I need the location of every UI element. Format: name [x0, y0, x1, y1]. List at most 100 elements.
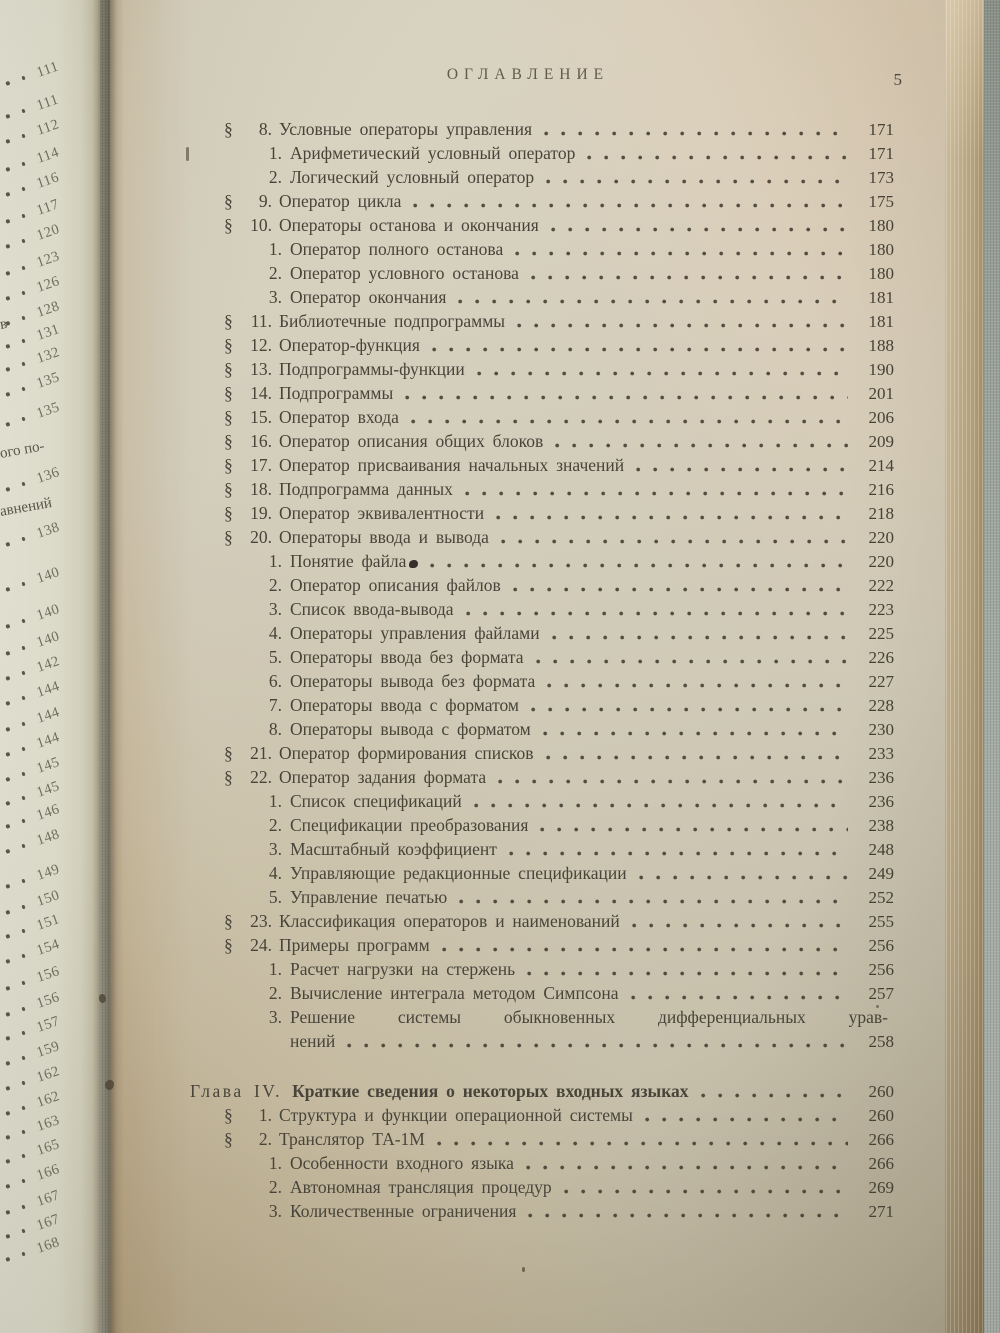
toc-list: § 8. Условные операторы управления 171 1. Ари… — [150, 117, 906, 1223]
entry-page: 256 — [868, 960, 895, 979]
entry-page: 225 — [868, 624, 895, 643]
dot-leader — [517, 323, 848, 328]
entry-label: Оператор эквивалентности — [279, 503, 485, 523]
section-marker: § — [224, 431, 233, 451]
entry-page: 188 — [868, 336, 895, 355]
entry-label: Операторы останова и окончания — [279, 215, 539, 235]
leader-dot — [21, 108, 26, 114]
leader-dot — [5, 1234, 10, 1239]
toc-header: ОГЛАВЛЕНИЕ — [446, 66, 610, 83]
entry-number: 1. — [268, 551, 282, 571]
dot-leader — [638, 875, 848, 880]
dot-leader — [550, 227, 848, 232]
dot-leader — [528, 1213, 848, 1218]
page-ref: 138 — [34, 519, 62, 542]
entry-label: Автономная трансляция процедур — [290, 1177, 552, 1197]
leader-dot — [21, 213, 26, 219]
dot-leader — [636, 467, 848, 472]
left-page-number: 135 — [4, 399, 62, 432]
entry-page: 230 — [868, 720, 895, 739]
leader-dot — [21, 1006, 26, 1012]
page-ref: 167 — [34, 1187, 62, 1210]
leader-dot — [21, 953, 26, 959]
toc-entry: 2. Оператор описания файлов 222 — [150, 573, 906, 597]
entry-page: 238 — [868, 816, 895, 835]
leader-dot — [21, 818, 26, 824]
entry-label: Количественные ограничения — [290, 1201, 517, 1221]
toc-entry: 1. Арифметический условный оператор 171 — [150, 141, 906, 165]
toc-entry: § 22. Оператор задания формата 236 — [150, 765, 906, 789]
left-page-number: 111 — [4, 58, 61, 90]
entry-label: Список ввода-вывода — [290, 599, 454, 619]
leader-dot — [21, 315, 26, 321]
leader-dot — [5, 321, 10, 326]
section-marker: § — [224, 743, 233, 763]
leader-dot — [21, 161, 26, 167]
page-ref: 163 — [34, 1112, 62, 1135]
section-marker: § — [224, 503, 233, 523]
page-ref: 131 — [34, 321, 62, 344]
leader-dot — [5, 192, 10, 197]
section-marker: § — [224, 935, 233, 955]
leader-dot — [21, 133, 26, 139]
page-ref: 140 — [34, 628, 62, 651]
section-marker: § — [224, 359, 233, 379]
dot-leader — [441, 947, 848, 952]
entry-page: 271 — [868, 1202, 895, 1221]
entry-page: 257 — [868, 984, 895, 1003]
entry-label: нений — [290, 1031, 336, 1051]
page-ref: 159 — [34, 1038, 62, 1061]
entry-page: 226 — [868, 648, 895, 667]
entry-label: Управление печатью — [290, 887, 448, 907]
page-ref: 145 — [34, 778, 62, 801]
page-ref: 111 — [34, 58, 61, 81]
page-ref: 156 — [34, 989, 62, 1012]
entry-number: 24. — [250, 935, 272, 955]
leader-dot — [21, 1153, 26, 1159]
toc-entry: § 17. Оператор присваивания начальных знач… — [150, 453, 906, 477]
page-ref: 148 — [34, 826, 62, 849]
leader-dot — [5, 1159, 10, 1164]
page-ref: 135 — [34, 399, 62, 422]
entry-label: Подпрограммы — [279, 383, 394, 403]
leader-dot — [5, 777, 10, 782]
toc-entry: 2. Автономная трансляция процедур 269 — [150, 1175, 906, 1199]
entry-label: Оператор полного останова — [290, 239, 504, 259]
page-ref: 150 — [34, 887, 62, 910]
entry-label: Примеры программ — [279, 935, 430, 955]
entry-label: Спецификации преобразования — [290, 815, 529, 835]
toc-entry: 2. Логический условный оператор 173 — [150, 165, 906, 189]
dot-leader — [545, 755, 848, 760]
entry-number: 14. — [250, 383, 272, 403]
toc-entry: 3. Решение системы обыкновенных дифференц… — [150, 1005, 906, 1029]
gutter-fold-shadow — [92, 0, 124, 1333]
entry-number: 1. — [268, 143, 282, 163]
entry-label: Логический условный оператор — [290, 167, 535, 187]
leader-dot — [5, 244, 10, 249]
entry-page: 209 — [868, 432, 895, 451]
dot-leader — [508, 851, 848, 856]
entry-label: Управляющие редакционные спецификации — [290, 863, 627, 883]
toc-entry: § 2. Транслятор ТА-1М 266 — [150, 1127, 906, 1151]
chapter-prefix: Глава IV. — [190, 1081, 283, 1101]
dot-leader — [530, 275, 848, 280]
entry-label: Операторы вывода с форматом — [290, 719, 531, 739]
section-marker: § — [224, 767, 233, 787]
dot-leader — [405, 395, 848, 400]
leader-dot — [21, 75, 26, 81]
leader-dot — [21, 1129, 26, 1135]
toc-entry: § 21. Оператор формирования списков 233 — [150, 741, 906, 765]
leader-dot — [5, 1210, 10, 1215]
dot-leader — [527, 971, 848, 976]
entry-page: 248 — [868, 840, 895, 859]
entry-page: 252 — [868, 888, 895, 907]
entry-page: 255 — [868, 912, 895, 931]
dot-leader — [551, 635, 848, 640]
leader-dot — [21, 265, 26, 271]
entry-page: 260 — [868, 1082, 895, 1101]
left-page-number: 140 — [4, 564, 62, 597]
leader-dot — [5, 1257, 10, 1262]
dot-leader — [535, 659, 848, 664]
leader-dot — [5, 701, 10, 706]
entry-number: 2. — [268, 815, 282, 835]
